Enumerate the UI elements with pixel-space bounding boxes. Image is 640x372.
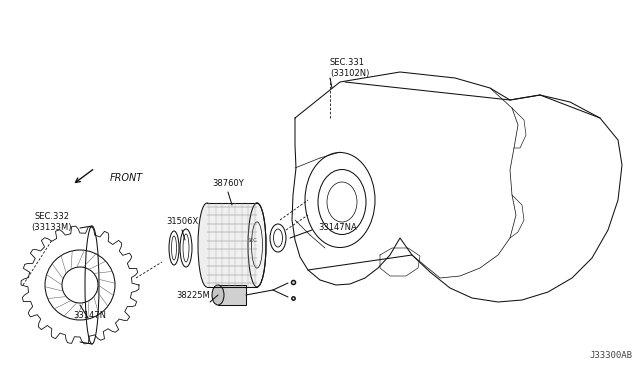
Ellipse shape xyxy=(198,203,216,287)
Text: SEC.332
(33133M): SEC.332 (33133M) xyxy=(32,212,72,232)
Text: 31506X: 31506X xyxy=(166,218,198,227)
Text: 38225M: 38225M xyxy=(176,291,210,299)
Text: SEC: SEC xyxy=(247,237,257,243)
Text: J33300AB: J33300AB xyxy=(589,351,632,360)
Text: SEC.331
(33102N): SEC.331 (33102N) xyxy=(330,58,369,78)
Bar xyxy=(207,203,257,287)
Ellipse shape xyxy=(248,203,266,287)
Text: 38760Y: 38760Y xyxy=(212,179,244,187)
Text: 33147N: 33147N xyxy=(74,311,106,320)
Text: 33147NA: 33147NA xyxy=(318,224,356,232)
Bar xyxy=(218,285,246,305)
Ellipse shape xyxy=(212,285,224,305)
Text: FRONT: FRONT xyxy=(110,173,143,183)
